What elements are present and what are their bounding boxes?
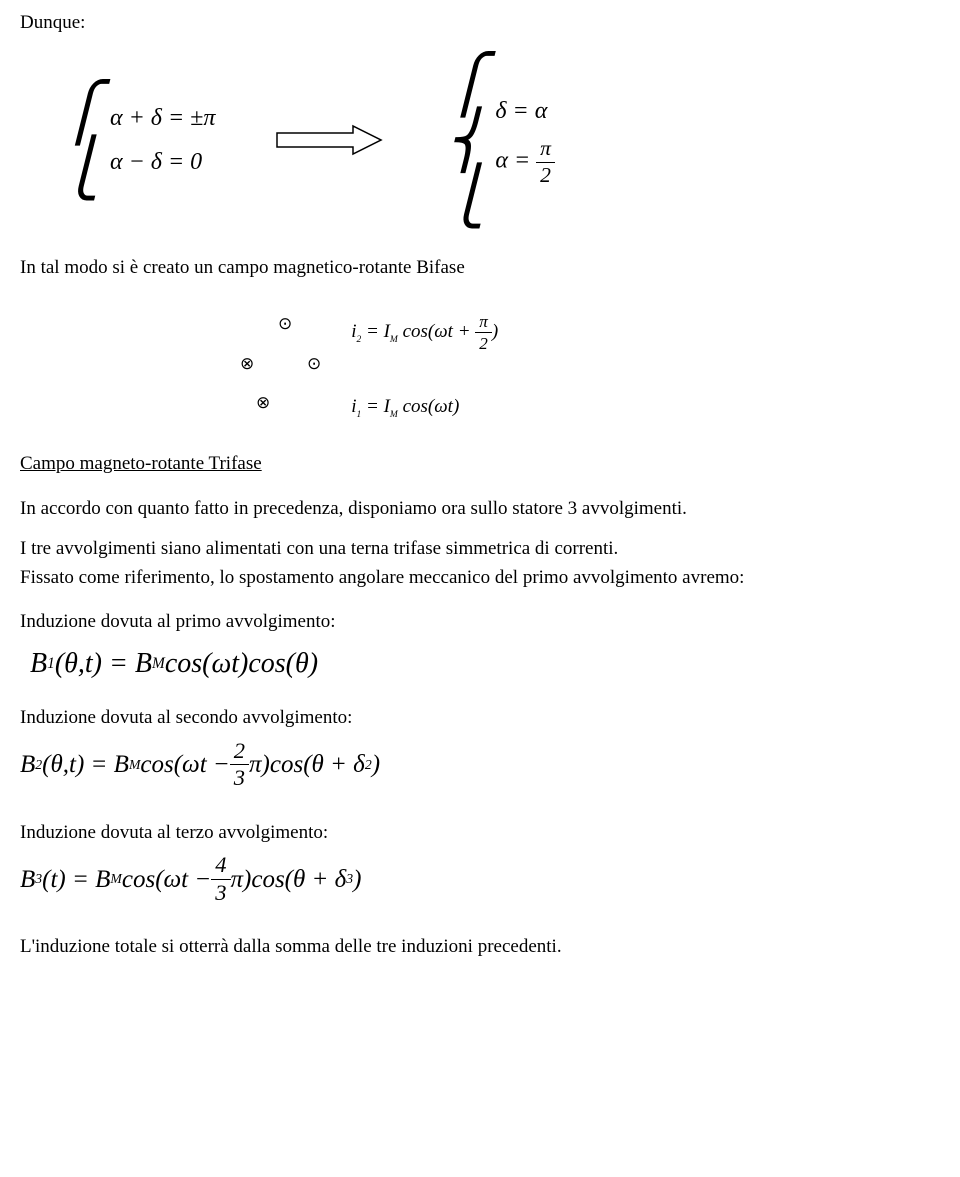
induction-3-block: Induzione dovuta al terzo avvolgimento: …: [20, 820, 940, 905]
cross-symbol: ⊗: [240, 390, 321, 416]
induction-2-block: Induzione dovuta al secondo avvolgimento…: [20, 705, 940, 790]
dot-symbol: ⊙: [240, 311, 321, 337]
dot-cross-grid: ⊙ ⊗ ⊙ ⊗: [240, 311, 321, 416]
eq-b1: B1(θ,t) = BM cos(ωt)cos(θ): [30, 644, 940, 683]
equation-system-row: ⎧⎩ α + δ = ±π α − δ = 0 ⎧⎨⎩ δ = α α = π …: [60, 57, 940, 225]
text-intro: In tal modo si è creato un campo magneti…: [20, 257, 465, 278]
intro-dunque: Dunque:: [20, 10, 940, 37]
eq-b2: B2(θ,t) = BM cos(ωt − 23π)cos(θ + δ2): [20, 740, 940, 790]
dot-symbol: ⊙: [307, 351, 321, 377]
ind1-label: Induzione dovuta al primo avvolgimento:: [20, 609, 940, 636]
current-diagram: ⊙ ⊗ ⊙ ⊗ i2 = IM cos(ωt + π2) i1 = IM cos…: [240, 311, 940, 421]
final-para: L'induzione totale si otterrà dalla somm…: [20, 934, 940, 961]
eq-right-1: δ = α: [495, 95, 555, 129]
eq-right-2: α = π 2: [495, 138, 555, 186]
eq-left-1: α + δ = ±π: [110, 102, 215, 136]
ind3-label: Induzione dovuta al terzo avvolgimento:: [20, 820, 940, 847]
brace-icon: ⎧⎩: [60, 85, 102, 197]
diagram-equations: i2 = IM cos(ωt + π2) i1 = IM cos(ωt): [351, 311, 498, 421]
heading-trifase: Campo magneto-rotante Trifase: [20, 451, 940, 478]
eq-b3: B3(t) = BM cos(ωt − 43π)cos(θ + δ3): [20, 854, 940, 904]
fraction: 23: [230, 740, 249, 790]
arrow-icon: [275, 123, 385, 157]
fraction-pi-2: π 2: [536, 138, 555, 186]
induction-1-block: Induzione dovuta al primo avvolgimento: …: [20, 609, 940, 683]
ind2-label: Induzione dovuta al secondo avvolgimento…: [20, 705, 940, 732]
para-2: I tre avvolgimenti siano alimentati con …: [20, 536, 940, 563]
text-dunque: Dunque:: [20, 12, 85, 33]
fraction: 43: [211, 854, 230, 904]
para-1: In accordo con quanto fatto in precedenz…: [20, 496, 940, 523]
implies-arrow: [275, 131, 385, 151]
brace-icon: ⎧⎨⎩: [445, 57, 487, 225]
eq-left-2: α − δ = 0: [110, 146, 215, 180]
eq-i1: i1 = IM cos(ωt): [351, 394, 498, 421]
right-brace-system: ⎧⎨⎩ δ = α α = π 2: [445, 57, 555, 225]
intro-bifase: In tal modo si è creato un campo magneti…: [20, 255, 940, 282]
fraction: π2: [475, 313, 492, 352]
para-3: Fissato come riferimento, lo spostamento…: [20, 565, 940, 592]
trifase-section: Campo magneto-rotante Trifase In accordo…: [20, 451, 940, 961]
eq-i2: i2 = IM cos(ωt + π2): [351, 313, 498, 352]
left-brace-system: ⎧⎩ α + δ = ±π α − δ = 0: [60, 85, 215, 197]
cross-symbol: ⊗: [240, 351, 254, 377]
